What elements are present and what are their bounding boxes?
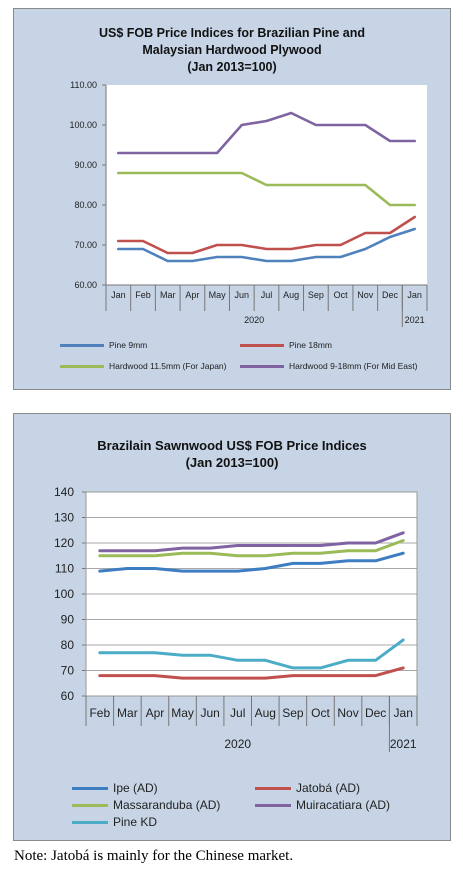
x-tick-label: Jan bbox=[394, 706, 413, 720]
x-tick-label: Dec bbox=[365, 706, 386, 720]
legend-label: Ipe (AD) bbox=[113, 781, 158, 795]
legend-item: Massaranduba (AD) bbox=[72, 798, 220, 812]
x-tick-label: Aug bbox=[283, 290, 299, 300]
sawnwood-chart-panel: Brazilain Sawnwood US$ FOB Price Indices… bbox=[13, 413, 451, 841]
x-tick-label: Apr bbox=[146, 706, 165, 720]
legend-swatch bbox=[240, 364, 284, 368]
x-tick-label: Mar bbox=[117, 706, 138, 720]
x-tick-label: Sep bbox=[308, 290, 324, 300]
chart-title-line: (Jan 2013=100) bbox=[187, 60, 277, 74]
legend-swatch bbox=[255, 803, 291, 807]
legend-swatch bbox=[72, 803, 108, 807]
legend-swatch bbox=[60, 343, 104, 347]
series-line bbox=[117, 215, 417, 255]
series-line bbox=[98, 531, 405, 553]
legend-label: Pine KD bbox=[113, 815, 158, 829]
x-tick-label: Aug bbox=[255, 706, 276, 720]
series-line bbox=[98, 539, 405, 558]
legend-label: Hardwood 9-18mm (For Mid East) bbox=[289, 361, 418, 371]
x-tick-label: Jun bbox=[200, 706, 219, 720]
series-line bbox=[117, 111, 417, 155]
legend-label: Massaranduba (AD) bbox=[113, 798, 221, 812]
footnote: Note: Jatobá is mainly for the Chinese m… bbox=[14, 848, 294, 864]
year-label: 2021 bbox=[390, 737, 417, 751]
sawnwood-line-chart: 60 70 80 90 100 110 120 130 140 Feb Mar Apr May Jun Ju… bbox=[54, 485, 418, 752]
series-line bbox=[98, 551, 405, 573]
year-label: 2020 bbox=[244, 315, 264, 325]
x-tick-label: Feb bbox=[135, 290, 151, 300]
y-tick-label: 70.00 bbox=[74, 240, 97, 250]
y-tick-label: 100 bbox=[54, 587, 74, 601]
legend-item: Jatobá (AD) bbox=[255, 781, 360, 795]
series-line bbox=[98, 666, 405, 680]
x-tick-label: Nov bbox=[337, 706, 358, 720]
legend-item: Hardwood 11.5mm (For Japan) bbox=[60, 361, 226, 371]
year-label: 2021 bbox=[405, 315, 425, 325]
x-tick-label: Jan bbox=[407, 290, 422, 300]
y-tick-label: 70 bbox=[61, 664, 75, 678]
x-tick-label: May bbox=[171, 706, 194, 720]
x-tick-label: Jul bbox=[261, 290, 273, 300]
year-label: 2020 bbox=[224, 737, 251, 751]
x-tick-label: Mar bbox=[160, 290, 176, 300]
series-line bbox=[117, 171, 417, 207]
x-tick-label: Nov bbox=[357, 290, 374, 300]
y-tick-label: 110 bbox=[55, 562, 74, 576]
legend-item: Muiracatiara (AD) bbox=[255, 798, 390, 812]
legend-label: Pine 18mm bbox=[289, 340, 332, 350]
legend-label: Jatobá (AD) bbox=[296, 781, 361, 795]
legend-label: Hardwood 11.5mm (For Japan) bbox=[109, 361, 227, 371]
x-tick-label: Oct bbox=[334, 290, 349, 300]
y-tick-label: 80.00 bbox=[74, 200, 97, 210]
chart-title: US$ FOB Price Indices for Brazilian Pine… bbox=[14, 25, 450, 76]
y-tick-label: 90.00 bbox=[74, 160, 97, 170]
x-tick-label: May bbox=[209, 290, 227, 300]
chart-title-line: (Jan 2013=100) bbox=[185, 455, 279, 470]
legend-label: Muiracatiara (AD) bbox=[296, 798, 391, 812]
y-tick-label: 80 bbox=[61, 638, 75, 652]
legend-swatch bbox=[60, 364, 104, 368]
x-tick-label: Apr bbox=[185, 290, 199, 300]
legend-swatch bbox=[72, 786, 108, 790]
legend-item: Ipe (AD) bbox=[72, 781, 158, 795]
y-tick-label: 90 bbox=[61, 613, 75, 627]
x-tick-label: Dec bbox=[382, 290, 399, 300]
legend-item: Pine KD bbox=[72, 815, 157, 829]
x-tick-label: Oct bbox=[311, 706, 330, 720]
legend-item: Pine 9mm bbox=[60, 340, 147, 350]
y-tick-label: 60.00 bbox=[74, 280, 97, 290]
chart-title-line: Malaysian Hardwood Plywood bbox=[142, 43, 322, 57]
legend-swatch bbox=[255, 786, 291, 790]
plywood-line-chart: 60.00 70.00 80.00 90.00 100.00 110.00 Jan Feb Ma… bbox=[69, 80, 428, 327]
x-tick-label: Feb bbox=[89, 706, 110, 720]
y-tick-label: 110.00 bbox=[70, 80, 97, 90]
y-tick-label: 100.00 bbox=[69, 120, 97, 130]
legend-item: Hardwood 9-18mm (For Mid East) bbox=[240, 361, 417, 371]
x-tick-label: Jul bbox=[230, 706, 245, 720]
x-tick-label: Jun bbox=[235, 290, 250, 300]
legend-label: Pine 9mm bbox=[109, 340, 148, 350]
y-tick-label: 120 bbox=[54, 536, 74, 550]
legend-item: Pine 18mm bbox=[240, 340, 332, 350]
y-tick-label: 140 bbox=[54, 485, 74, 499]
chart-title-line: Brazilain Sawnwood US$ FOB Price Indices bbox=[97, 438, 367, 453]
legend-swatch bbox=[72, 820, 108, 824]
plywood-chart-panel: US$ FOB Price Indices for Brazilian Pine… bbox=[13, 8, 451, 390]
y-tick-label: 60 bbox=[61, 689, 75, 703]
chart-title: Brazilain Sawnwood US$ FOB Price Indices… bbox=[14, 437, 450, 471]
series-line bbox=[117, 227, 417, 263]
x-tick-label: Sep bbox=[282, 706, 304, 720]
y-tick-label: 130 bbox=[54, 511, 74, 525]
legend-swatch bbox=[240, 343, 284, 347]
chart-title-line: US$ FOB Price Indices for Brazilian Pine… bbox=[98, 26, 366, 40]
x-tick-label: Jan bbox=[111, 290, 126, 300]
series-line bbox=[98, 638, 405, 670]
